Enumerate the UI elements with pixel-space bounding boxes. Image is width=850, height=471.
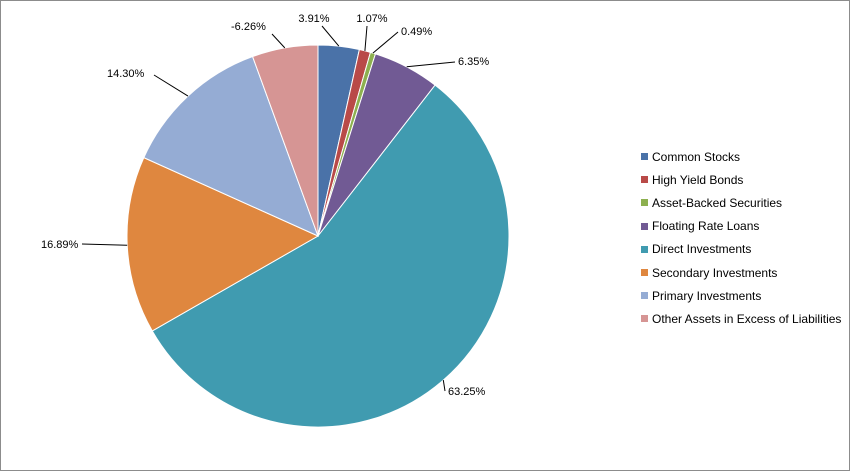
data-label: 1.07% <box>356 13 387 25</box>
legend-item: High Yield Bonds <box>641 168 841 191</box>
legend-item: Other Assets in Excess of Liabilities <box>641 307 841 330</box>
legend-swatch <box>641 199 648 207</box>
data-labels: 3.91% 1.07% 0.49% 6.35% 63.25% 16.89% 14.30% -6… <box>41 13 489 398</box>
legend: Common Stocks High Yield Bonds Asset-Backe… <box>641 145 841 331</box>
leader-line <box>153 74 189 97</box>
leader-line <box>406 61 456 68</box>
legend-item: Floating Rate Loans <box>641 215 841 238</box>
data-label: 3.91% <box>298 13 329 25</box>
legend-swatch <box>641 292 648 300</box>
leader-line <box>372 31 399 54</box>
legend-label: Common Stocks <box>652 149 741 164</box>
leader-line <box>442 380 446 392</box>
leader-line <box>271 33 286 49</box>
legend-swatch <box>641 245 648 253</box>
legend-item: Asset-Backed Securities <box>641 191 841 214</box>
legend-swatch <box>641 176 648 184</box>
pie-slice-secondary-investments <box>126 156 320 332</box>
legend-swatch <box>641 269 648 277</box>
leader-lines <box>81 25 456 392</box>
leader-line <box>321 25 340 47</box>
data-label: 63.25% <box>448 386 486 398</box>
legend-label: Floating Rate Loans <box>652 219 760 234</box>
legend-label: High Yield Bonds <box>652 172 744 187</box>
data-label: -6.26% <box>231 21 266 33</box>
legend-label: Direct Investments <box>652 242 752 257</box>
legend-swatch <box>641 153 648 161</box>
legend-item: Direct Investments <box>641 238 841 261</box>
legend-item: Secondary Investments <box>641 261 841 284</box>
data-label: 14.30% <box>107 68 145 80</box>
data-label: 6.35% <box>458 56 489 68</box>
data-label: 0.49% <box>401 26 432 38</box>
leader-line <box>81 243 128 246</box>
legend-label: Secondary Investments <box>652 265 778 280</box>
leader-line <box>364 25 368 51</box>
legend-label: Other Assets in Excess of Liabilities <box>652 311 842 326</box>
pie-slice-direct-investments <box>151 84 510 428</box>
legend-swatch <box>641 315 648 323</box>
legend-item: Common Stocks <box>641 145 841 168</box>
legend-swatch <box>641 222 648 230</box>
legend-label: Asset-Backed Securities <box>652 195 783 210</box>
data-label: 16.89% <box>41 239 79 251</box>
pie-slices <box>126 44 510 428</box>
legend-item: Primary Investments <box>641 284 841 307</box>
legend-label: Primary Investments <box>652 288 762 303</box>
